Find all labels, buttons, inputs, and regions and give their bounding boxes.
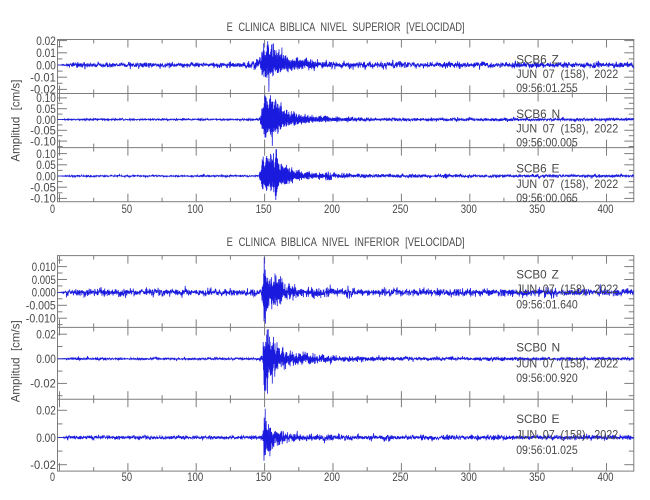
svg-text:09:56:00.005: 09:56:00.005	[516, 136, 578, 150]
svg-text:Amplitud [cm/s]: Amplitud [cm/s]	[8, 80, 22, 162]
svg-text:JUN 07 (158), 2022: JUN 07 (158), 2022	[516, 428, 618, 442]
svg-text:-0.05: -0.05	[30, 124, 56, 138]
svg-text:400: 400	[598, 470, 614, 484]
svg-text:0.02: 0.02	[36, 34, 56, 48]
svg-text:0.000: 0.000	[32, 286, 56, 300]
svg-text:0.00: 0.00	[36, 113, 56, 127]
svg-text:0.10: 0.10	[36, 147, 56, 161]
svg-text:100: 100	[187, 202, 203, 216]
svg-text:0.02: 0.02	[36, 328, 56, 342]
svg-text:-0.010: -0.010	[26, 312, 56, 326]
svg-text:09:56:01.025: 09:56:01.025	[516, 443, 578, 457]
svg-text:0.005: 0.005	[32, 273, 56, 287]
svg-text:0.00: 0.00	[36, 169, 56, 183]
svg-text:200: 200	[324, 202, 340, 216]
svg-text:-0.02: -0.02	[30, 83, 56, 97]
svg-text:0.05: 0.05	[36, 102, 56, 116]
svg-text:Amplitud [cm/s]: Amplitud [cm/s]	[8, 320, 22, 402]
svg-text:0.00: 0.00	[36, 58, 56, 72]
svg-text:0: 0	[50, 470, 55, 484]
svg-text:-0.01: -0.01	[30, 71, 56, 85]
svg-text:0.01: 0.01	[36, 46, 56, 60]
svg-text:E: E	[552, 412, 560, 426]
svg-text:SCB0: SCB0	[516, 341, 547, 355]
svg-text:N: N	[552, 341, 561, 355]
svg-text:JUN 07 (158), 2022: JUN 07 (158), 2022	[516, 282, 618, 296]
svg-text:SCB0: SCB0	[516, 412, 547, 426]
svg-text:09:56:00.920: 09:56:00.920	[516, 371, 578, 385]
svg-text:300: 300	[461, 202, 477, 216]
svg-text:09:56:00.065: 09:56:00.065	[516, 191, 578, 205]
svg-text:0.00: 0.00	[36, 431, 56, 445]
svg-text:Z: Z	[552, 267, 559, 281]
svg-text:09:56:01.640: 09:56:01.640	[516, 298, 578, 312]
svg-text:350: 350	[529, 202, 545, 216]
svg-text:SCB6: SCB6	[516, 162, 547, 176]
svg-text:0.00: 0.00	[36, 352, 56, 366]
svg-text:50: 50	[122, 202, 133, 216]
svg-text:50: 50	[122, 470, 133, 484]
svg-text:-0.05: -0.05	[30, 181, 56, 195]
svg-text:-0.10: -0.10	[30, 192, 56, 206]
svg-text:150: 150	[256, 470, 272, 484]
svg-text:JUN 07 (158), 2022: JUN 07 (158), 2022	[516, 67, 618, 81]
svg-text:-0.005: -0.005	[26, 299, 56, 313]
svg-text:400: 400	[598, 202, 614, 216]
svg-text:0.05: 0.05	[36, 158, 56, 172]
svg-text:250: 250	[392, 202, 408, 216]
svg-text:JUN 07 (158), 2022: JUN 07 (158), 2022	[516, 121, 618, 135]
svg-text:E CLINICA BIBLICA NIVEL SUPERI: E CLINICA BIBLICA NIVEL SUPERIOR [VELOCI…	[227, 20, 465, 34]
svg-text:300: 300	[461, 470, 477, 484]
svg-text:-0.02: -0.02	[30, 458, 56, 472]
svg-text:0.010: 0.010	[32, 260, 56, 274]
svg-text:-0.10: -0.10	[30, 134, 56, 148]
svg-text:-0.02: -0.02	[30, 377, 56, 391]
svg-text:JUN 07 (158), 2022: JUN 07 (158), 2022	[516, 177, 618, 191]
svg-text:JUN 07 (158), 2022: JUN 07 (158), 2022	[516, 356, 618, 370]
svg-text:0.10: 0.10	[36, 91, 56, 105]
svg-text:Z: Z	[552, 53, 559, 67]
svg-text:SCB0: SCB0	[516, 267, 547, 281]
svg-text:E CLINICA BIBLICA NIVEL INFERI: E CLINICA BIBLICA NIVEL INFERIOR [VELOCI…	[227, 235, 465, 249]
svg-text:250: 250	[392, 470, 408, 484]
svg-text:200: 200	[324, 470, 340, 484]
svg-text:N: N	[552, 107, 561, 121]
svg-text:150: 150	[256, 202, 272, 216]
svg-text:350: 350	[529, 470, 545, 484]
svg-text:SCB6: SCB6	[516, 53, 547, 67]
svg-text:09:56:01.255: 09:56:01.255	[516, 81, 578, 95]
svg-text:SCB6: SCB6	[516, 107, 547, 121]
svg-text:E: E	[552, 162, 560, 176]
svg-text:0: 0	[50, 202, 55, 216]
svg-text:100: 100	[187, 470, 203, 484]
svg-text:0.02: 0.02	[36, 404, 56, 418]
